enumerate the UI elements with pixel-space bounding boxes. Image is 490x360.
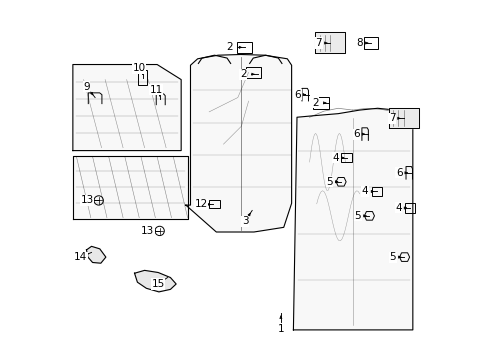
Text: 2: 2	[312, 98, 318, 108]
Text: 4: 4	[395, 203, 402, 213]
Text: 5: 5	[390, 252, 396, 262]
Text: 7: 7	[389, 113, 395, 123]
Text: 15: 15	[151, 279, 165, 289]
Text: 4: 4	[332, 153, 339, 163]
Text: 4: 4	[362, 186, 368, 197]
Polygon shape	[186, 54, 292, 232]
Polygon shape	[135, 270, 176, 292]
Text: 1: 1	[277, 324, 284, 334]
Polygon shape	[73, 64, 181, 150]
Text: 12: 12	[195, 199, 208, 210]
Text: 6: 6	[396, 168, 402, 178]
Text: 3: 3	[242, 216, 248, 226]
Text: 2: 2	[240, 69, 246, 79]
Polygon shape	[87, 246, 106, 263]
Text: 13: 13	[141, 226, 154, 236]
Text: 14: 14	[74, 252, 87, 262]
Text: 7: 7	[316, 38, 322, 48]
Text: 5: 5	[326, 177, 333, 187]
Text: 11: 11	[149, 85, 163, 95]
Polygon shape	[294, 108, 413, 330]
Polygon shape	[389, 108, 419, 129]
Text: 6: 6	[354, 129, 360, 139]
Text: 2: 2	[227, 42, 233, 52]
Text: 10: 10	[133, 63, 146, 73]
Polygon shape	[73, 156, 188, 219]
Polygon shape	[315, 32, 345, 53]
Text: 8: 8	[356, 38, 363, 48]
Text: 6: 6	[294, 90, 301, 100]
Text: 13: 13	[80, 195, 94, 206]
Text: 9: 9	[83, 82, 90, 92]
Text: 5: 5	[355, 211, 361, 221]
